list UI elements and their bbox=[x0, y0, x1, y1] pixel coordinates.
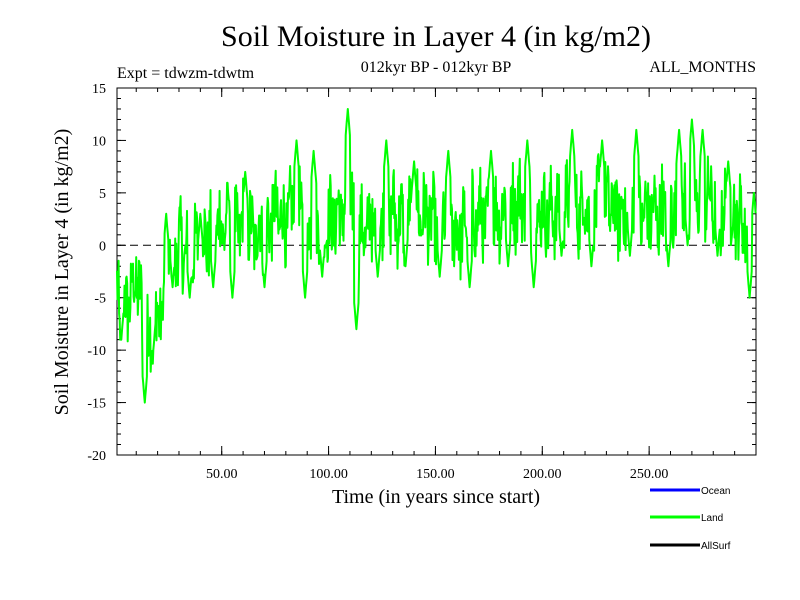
months-label: ALL_MONTHS bbox=[649, 59, 756, 76]
y-tick-label: -10 bbox=[87, 344, 106, 359]
y-tick-labels: -20 -15 -10 -5 0 5 10 15 bbox=[87, 82, 106, 464]
x-tick-label: 250.00 bbox=[630, 467, 669, 482]
period-label: 012kyr BP - 012kyr BP bbox=[361, 59, 512, 76]
x-tick-labels: 50.00 100.00 150.00 200.00 250.00 bbox=[206, 467, 668, 482]
x-tick-label: 200.00 bbox=[523, 467, 562, 482]
legend-label-allsurf: AllSurf bbox=[701, 541, 731, 552]
experiment-label: Expt = tdwzm-tdwtm bbox=[117, 65, 255, 82]
chart-title: Soil Moisture in Layer 4 (in kg/m2) bbox=[221, 20, 651, 53]
plot-area bbox=[116, 87, 757, 456]
legend-label-ocean: Ocean bbox=[701, 486, 730, 497]
legend: Ocean Land AllSurf bbox=[650, 486, 731, 552]
y-axis-title: Soil Moisture in Layer 4 (in kg/m2) bbox=[51, 129, 73, 416]
series-land-line bbox=[116, 108, 757, 404]
series-layer bbox=[116, 108, 757, 404]
y-tick-label: -20 bbox=[87, 449, 106, 464]
y-tick-label: 5 bbox=[99, 187, 106, 202]
x-axis-title: Time (in years since start) bbox=[332, 486, 540, 508]
legend-label-land: Land bbox=[701, 513, 723, 524]
y-tick-label: 0 bbox=[99, 239, 106, 254]
y-tick-label: 15 bbox=[92, 82, 106, 97]
x-tick-label: 50.00 bbox=[206, 467, 238, 482]
y-tick-label: -15 bbox=[87, 397, 106, 412]
y-tick-label: -5 bbox=[94, 292, 106, 307]
x-tick-label: 150.00 bbox=[416, 467, 455, 482]
x-tick-label: 100.00 bbox=[309, 467, 348, 482]
y-tick-label: 10 bbox=[92, 134, 106, 149]
